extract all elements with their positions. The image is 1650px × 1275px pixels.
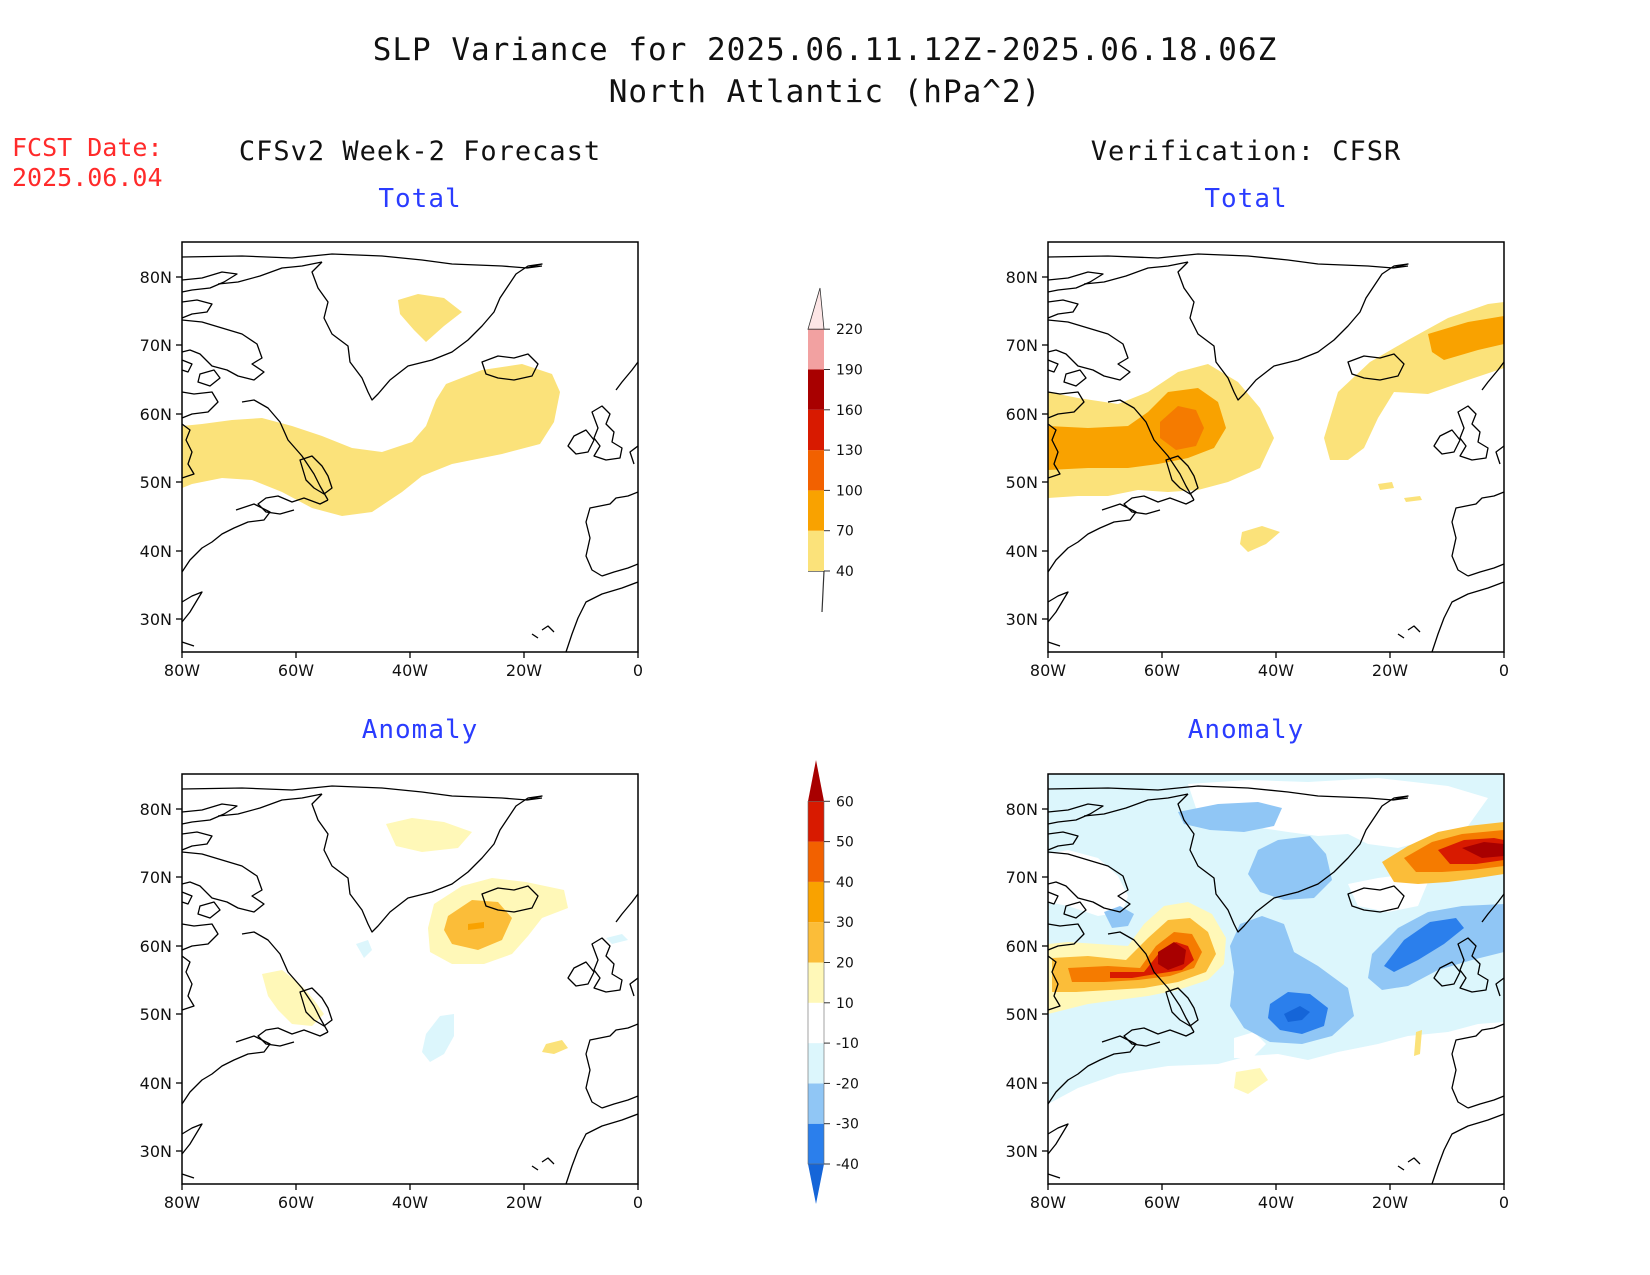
forecast-anomaly-map [181, 773, 639, 1185]
lon-tick-label: 40W [392, 661, 428, 680]
lon-tick-label: 0 [633, 661, 643, 680]
colorbar-swatch [808, 841, 824, 882]
lon-tick-label: 60W [1144, 661, 1180, 680]
lat-tick-label: 60N [1006, 937, 1038, 956]
lat-tick-label: 70N [140, 336, 172, 355]
lon-tick-label: 0 [1499, 1193, 1509, 1212]
lon-tick-label: 80W [1030, 1193, 1066, 1212]
colorbar-swatch [808, 369, 824, 410]
lat-tick-label: 80N [1006, 268, 1038, 287]
lat-tick-label: 60N [1006, 405, 1038, 424]
verification-column-title: Verification: CFSR [1090, 136, 1402, 167]
verification-anomaly-map [1047, 773, 1505, 1185]
verification-total-map [1047, 241, 1505, 653]
fcst-date-value: 2025.06.04 [12, 163, 163, 192]
forecast-anomaly-title: Anomaly [361, 715, 479, 745]
lat-tick-label: 50N [1006, 473, 1038, 492]
lat-tick-label: 70N [1006, 868, 1038, 887]
forecast-column-title: CFSv2 Week-2 Forecast [238, 136, 602, 167]
lon-tick-label: 20W [506, 1193, 542, 1212]
colorbar-label: 130 [836, 443, 863, 459]
axes-layer: 80N 70N 60N 50N 40N 30N 80W 60W 40W 20W 0 80N 70N 60N… [140, 268, 1509, 1212]
colorbar-label: 40 [836, 875, 854, 891]
fcst-date-label: FCST Date: [12, 133, 163, 162]
colorbar-swatch [808, 801, 824, 842]
colorbar-label: -30 [836, 1117, 859, 1133]
colorbar-label: 220 [836, 322, 863, 338]
lat-tick-label: 50N [140, 1005, 172, 1024]
colorbar-label: 40 [836, 564, 854, 580]
lat-tick-label: 30N [1006, 1142, 1038, 1161]
lon-tick-label: 0 [1499, 661, 1509, 680]
lon-tick-label: 20W [506, 661, 542, 680]
colorbar-label: -20 [836, 1076, 859, 1092]
forecast-total-map [181, 241, 639, 653]
forecast-total-title: Total [378, 184, 462, 214]
verification-anomaly-title: Anomaly [1187, 715, 1305, 745]
lon-tick-label: 80W [164, 661, 200, 680]
lat-tick-label: 80N [140, 800, 172, 819]
lat-tick-label: 80N [1006, 800, 1038, 819]
lon-tick-label: 80W [1030, 661, 1066, 680]
lat-tick-label: 70N [1006, 336, 1038, 355]
lat-tick-label: 50N [140, 473, 172, 492]
colorbar-swatch [808, 1123, 824, 1164]
colorbar-label: -40 [836, 1157, 859, 1173]
colorbar-swatch [808, 881, 824, 923]
colorbar-label: 30 [836, 915, 854, 931]
colorbar-swatch [808, 409, 824, 451]
colorbar-label: 160 [836, 403, 863, 419]
lon-tick-label: 0 [633, 1193, 643, 1212]
lat-tick-label: 60N [140, 405, 172, 424]
lat-tick-label: 40N [140, 1074, 172, 1093]
colorbar-swatch [808, 530, 824, 571]
colorbar-swatch [808, 1002, 824, 1044]
lat-tick-label: 70N [140, 868, 172, 887]
colorbar-label: -10 [836, 1036, 859, 1052]
colorbar-label: 60 [836, 794, 854, 810]
colorbar-swatch [808, 1043, 824, 1084]
main-subtitle: North Atlantic (hPa^2) [608, 74, 1042, 110]
lon-tick-label: 80W [164, 1193, 200, 1212]
colorbar-swatch [808, 490, 824, 531]
lon-tick-label: 20W [1372, 1193, 1408, 1212]
lon-tick-label: 40W [392, 1193, 428, 1212]
lat-tick-label: 80N [140, 268, 172, 287]
lon-tick-label: 40W [1258, 1193, 1294, 1212]
colorbar-label: 10 [836, 996, 854, 1012]
lon-tick-label: 40W [1258, 661, 1294, 680]
anomaly-colorbar: -40 -30 -20 -10 10 20 30 40 50 60 [807, 760, 859, 1204]
colorbar-swatch [808, 329, 824, 370]
total-colorbar: 40 70 100 130 160 190 220 [807, 287, 863, 613]
colorbar-label: 20 [836, 956, 854, 972]
lat-tick-label: 60N [140, 937, 172, 956]
colorbar-swatch [808, 450, 824, 491]
lon-tick-label: 60W [278, 1193, 314, 1212]
colorbar-swatch [808, 1083, 824, 1124]
lat-tick-label: 40N [140, 542, 172, 561]
colorbar-label: 190 [836, 363, 863, 379]
verification-total-title: Total [1204, 184, 1288, 214]
colorbar-label: 100 [836, 483, 863, 499]
lat-tick-label: 40N [1006, 1074, 1038, 1093]
colorbar-label: 70 [836, 524, 854, 540]
lat-tick-label: 30N [1006, 610, 1038, 629]
lat-tick-label: 30N [140, 610, 172, 629]
lon-tick-label: 60W [1144, 1193, 1180, 1212]
colorbar-swatch [808, 962, 824, 1003]
lon-tick-label: 20W [1372, 661, 1408, 680]
colorbar-label: 50 [836, 835, 854, 851]
lat-tick-label: 30N [140, 1142, 172, 1161]
lon-tick-label: 60W [278, 661, 314, 680]
lat-tick-label: 40N [1006, 542, 1038, 561]
lat-tick-label: 50N [1006, 1005, 1038, 1024]
colorbar-swatch [808, 922, 824, 963]
main-title: SLP Variance for 2025.06.11.12Z-2025.06.… [372, 32, 1278, 68]
